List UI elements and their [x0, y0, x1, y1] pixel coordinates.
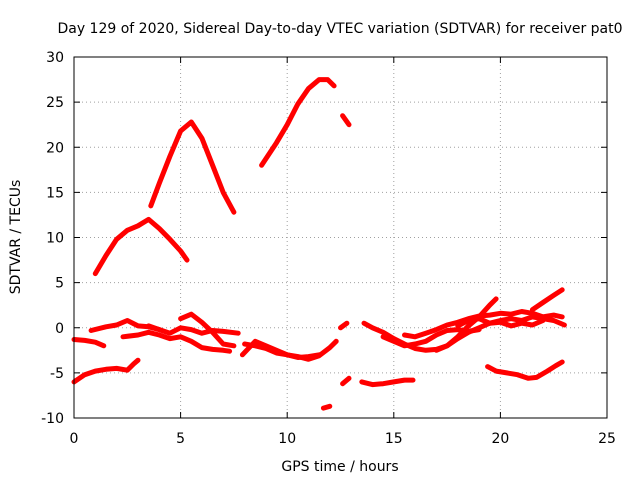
x-tick-label: 15: [385, 431, 403, 447]
x-tick-label: 10: [278, 431, 296, 447]
series-arc-peak-28: [259, 77, 337, 168]
series-low-17: [485, 359, 565, 381]
series-low-14: [380, 327, 482, 349]
y-tick-label: 30: [46, 50, 64, 66]
series-low-4: [120, 329, 233, 354]
series-low-9: [338, 320, 350, 331]
series-low-1: [71, 357, 141, 385]
y-axis-title: SDTVAR / TECUs: [8, 180, 24, 295]
y-tick-label: 10: [46, 231, 64, 247]
x-axis-title: GPS time / hours: [281, 459, 398, 475]
tick-labels: 0 5 10 15 20 25 -10 -5 0 5 10 15 20 25 30: [41, 50, 616, 447]
series-arc-peak-23: [148, 119, 237, 215]
series-low-6: [146, 323, 241, 336]
series-low-2: [71, 337, 107, 349]
y-tick-label: -5: [50, 366, 64, 382]
series-low-8: [239, 338, 322, 360]
x-tick-label: 0: [70, 431, 79, 447]
x-tick-label: 5: [176, 431, 185, 447]
series-low-18: [529, 287, 565, 313]
series-low-12: [359, 377, 416, 388]
y-tick-label: 15: [46, 185, 64, 201]
grid: [74, 57, 607, 418]
axis-ticks: [73, 56, 608, 419]
y-tick-label: -10: [41, 411, 64, 427]
series-low-10: [340, 375, 352, 387]
series-arc-high-1: [92, 216, 190, 277]
series-group: [71, 77, 567, 411]
x-tick-label: 20: [491, 431, 509, 447]
series-low-5: [178, 311, 237, 349]
y-tick-label: 5: [55, 276, 64, 292]
x-tick-label: 25: [598, 431, 616, 447]
series-low-15: [402, 309, 565, 340]
y-tick-label: 20: [46, 140, 64, 156]
chart-title: Day 129 of 2020, Sidereal Day-to-day VTE…: [57, 21, 622, 37]
plot-frame: [73, 56, 608, 419]
series-arc-short-top: [340, 113, 352, 128]
series-low-19: [455, 316, 546, 329]
y-tick-label: 25: [46, 95, 64, 111]
series-low-11: [320, 403, 333, 411]
series-low-13: [361, 296, 499, 353]
y-tick-label: 0: [55, 321, 64, 337]
